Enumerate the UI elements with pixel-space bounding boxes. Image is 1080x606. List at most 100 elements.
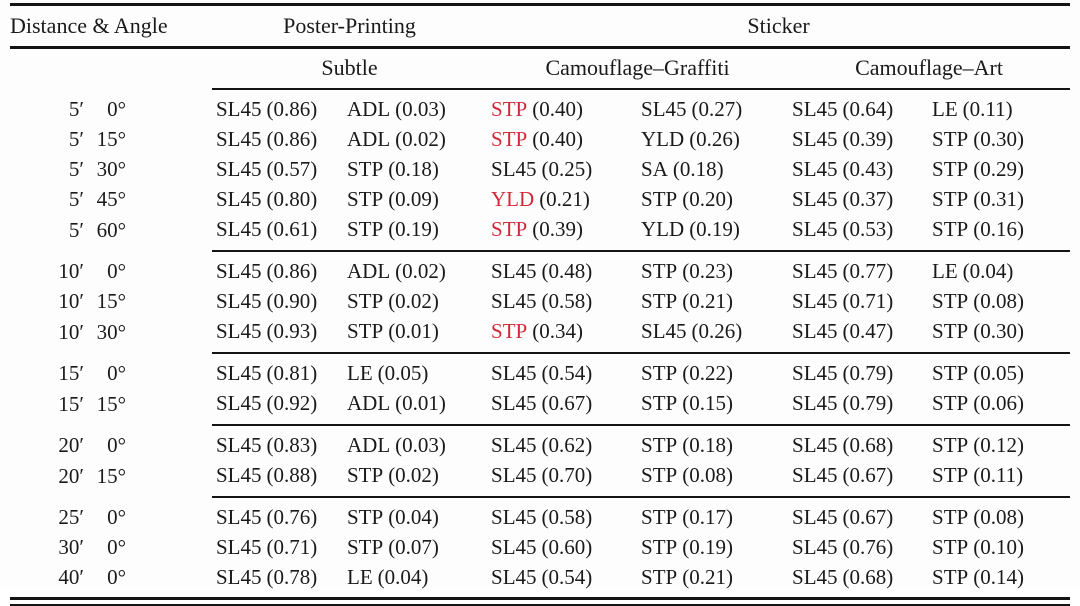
method-label: STP	[641, 391, 678, 415]
cell-method-score: SL45 (0.81)	[212, 353, 343, 389]
distance-value: 5′	[68, 127, 84, 151]
score-value: (0.71)	[266, 535, 318, 559]
score-value: (0.02)	[388, 289, 439, 313]
subheader-camouflage-art: Camouflage–Art	[788, 47, 1071, 90]
score-value: (0.80)	[266, 187, 318, 211]
method-label: STP	[932, 505, 969, 529]
cell-method-score: SL45 (0.70)	[487, 461, 638, 498]
method-label: STP	[932, 289, 969, 313]
score-value: (0.34)	[532, 319, 583, 343]
cell-method-score: SL45 (0.79)	[788, 353, 928, 389]
method-label: SL45	[491, 433, 537, 457]
cell-method-score: SL45 (0.93)	[212, 317, 343, 354]
cell-method-score: STP (0.31)	[928, 185, 1070, 215]
cell-method-score: SL45 (0.71)	[788, 287, 928, 317]
method-label: STP	[491, 97, 528, 121]
score-value: (0.54)	[541, 565, 593, 589]
method-label: SL45	[216, 187, 262, 211]
cell-method-score: LE (0.05)	[343, 353, 487, 389]
score-value: (0.23)	[682, 259, 733, 283]
cell-distance-angle: 5′ 45°	[10, 185, 212, 215]
angle-value: 0°	[107, 360, 126, 385]
score-value: (0.27)	[691, 97, 743, 121]
cell-method-score: STP (0.06)	[928, 389, 1071, 426]
score-value: (0.64)	[842, 97, 894, 121]
angle-value: 0°	[107, 96, 126, 121]
score-value: (0.10)	[973, 535, 1024, 559]
score-value: (0.14)	[973, 565, 1024, 589]
cell-method-score: SL45 (0.67)	[788, 497, 928, 533]
method-label: SL45	[216, 157, 262, 181]
cell-method-score: SL45 (0.83)	[212, 425, 343, 461]
cell-method-score: SL45 (0.26)	[637, 317, 789, 354]
cell-method-score: SL45 (0.92)	[212, 389, 343, 426]
method-label: STP	[932, 319, 969, 343]
cell-method-score: YLD (0.21)	[487, 185, 637, 215]
score-value: (0.16)	[973, 217, 1024, 241]
distance-value: 5′	[68, 187, 84, 211]
method-label: SL45	[216, 433, 262, 457]
score-value: (0.40)	[532, 97, 583, 121]
cell-method-score: STP (0.18)	[637, 425, 788, 461]
cell-method-score: SL45 (0.47)	[788, 317, 929, 354]
score-value: (0.90)	[266, 289, 318, 313]
cell-method-score: SL45 (0.68)	[788, 425, 928, 461]
cell-method-score: LE (0.11)	[928, 89, 1070, 125]
score-value: (0.48)	[541, 259, 593, 283]
method-label: SL45	[216, 505, 262, 529]
score-value: (0.05)	[973, 361, 1024, 385]
cell-method-score: STP (0.30)	[928, 317, 1071, 354]
method-label: SL45	[792, 259, 838, 283]
method-label: ADL	[347, 127, 391, 151]
cell-method-score: STP (0.40)	[487, 125, 637, 155]
score-value: (0.67)	[842, 505, 894, 529]
distance-value: 40′	[58, 565, 84, 589]
angle-value: 0°	[107, 258, 126, 283]
table-row: 10′ 0° SL45 (0.86) ADL (0.02) SL45 (0.48) STP (0.…	[10, 251, 1070, 287]
method-label: SL45	[491, 463, 537, 487]
angle-value: 15°	[96, 391, 126, 416]
table-row: 5′ 30° SL45 (0.57) STP (0.18) SL45 (0.25) SA (0.1…	[10, 155, 1070, 185]
score-value: (0.77)	[842, 259, 894, 283]
method-label: ADL	[347, 391, 391, 415]
cell-distance-angle: 5′ 30°	[10, 155, 212, 185]
cell-method-score: SL45 (0.68)	[788, 563, 928, 593]
method-label: SL45	[491, 289, 537, 313]
score-value: (0.21)	[539, 187, 590, 211]
score-value: (0.39)	[842, 127, 894, 151]
method-label: SL45	[641, 319, 687, 343]
table-row: 20′ 15° SL45 (0.88) STP (0.02) SL45 (0.70) STP (0…	[10, 461, 1071, 498]
cell-method-score: STP (0.19)	[637, 533, 788, 563]
score-value: (0.22)	[682, 361, 733, 385]
method-label: STP	[932, 217, 969, 241]
score-value: (0.05)	[377, 361, 429, 385]
score-value: (0.08)	[682, 463, 733, 487]
cell-method-score: ADL (0.02)	[343, 125, 487, 155]
method-label: STP	[641, 361, 678, 385]
score-value: (0.62)	[541, 433, 593, 457]
cell-method-score: STP (0.07)	[343, 533, 487, 563]
score-value: (0.18)	[388, 157, 439, 181]
cell-method-score: LE (0.04)	[343, 563, 487, 593]
table-row: 10′ 15° SL45 (0.90) STP (0.02) SL45 (0.58) STP (0…	[10, 287, 1070, 317]
method-label: STP	[932, 157, 969, 181]
cell-method-score: SL45 (0.86)	[212, 251, 343, 287]
method-label: STP	[491, 319, 528, 343]
score-value: (0.11)	[962, 97, 1013, 121]
score-value: (0.47)	[842, 319, 894, 343]
subheader-subtle: Subtle	[212, 47, 488, 90]
method-label: SL45	[491, 157, 537, 181]
method-label: STP	[932, 535, 969, 559]
score-value: (0.40)	[532, 127, 583, 151]
score-value: (0.04)	[388, 505, 439, 529]
method-label: SL45	[216, 127, 262, 151]
method-label: SL45	[491, 391, 537, 415]
method-label: SL45	[216, 361, 262, 385]
method-label: SL45	[792, 319, 838, 343]
cell-method-score: STP (0.20)	[637, 185, 788, 215]
method-label: STP	[641, 259, 678, 283]
score-value: (0.04)	[377, 565, 429, 589]
header-row: Distance & Angle Poster-Printing Sticker	[10, 6, 1071, 49]
cell-distance-angle: 40′ 0°	[10, 563, 212, 593]
cell-method-score: ADL (0.03)	[343, 89, 487, 125]
